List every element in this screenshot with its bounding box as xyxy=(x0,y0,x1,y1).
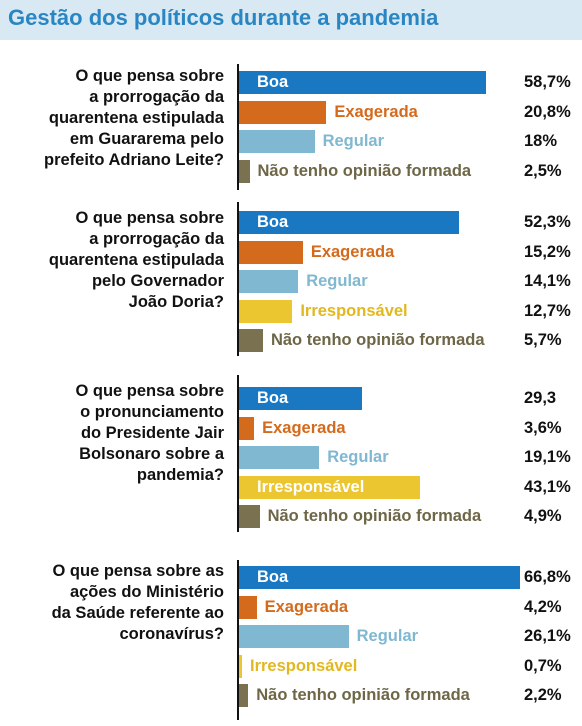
bar-label-nao-tenho-opiniao-formada: Não tenho opinião formada xyxy=(256,686,470,704)
bar-irresponsavel xyxy=(239,654,242,678)
bar-label-boa: Boa xyxy=(257,73,289,91)
bar-label-boa: Boa xyxy=(257,568,289,586)
value-label: 66,8% xyxy=(524,568,571,586)
bar-label-exagerada: Exagerada xyxy=(262,418,346,437)
question-line: pelo Governador xyxy=(91,272,224,290)
bar-exagerada xyxy=(239,595,257,619)
question-line: O que pensa sobre xyxy=(75,382,224,400)
bar-exagerada xyxy=(239,100,327,124)
bar-label-nao-tenho-opiniao-formada: Não tenho opinião formada xyxy=(267,507,482,525)
value-label: 12,7% xyxy=(524,301,571,320)
bar-regular xyxy=(239,446,320,469)
question-line: do Presidente Jair xyxy=(80,424,224,442)
value-label: 3,6% xyxy=(524,418,562,437)
axis-line xyxy=(237,202,239,356)
value-label: 2,2% xyxy=(524,686,562,704)
bar-label-regular: Regular xyxy=(356,627,419,645)
bar-exagerada xyxy=(239,416,255,440)
bar-irresponsavel xyxy=(239,299,293,323)
value-label: 52,3% xyxy=(524,213,571,231)
question-line: Bolsonaro sobre a xyxy=(79,445,224,463)
axis-line xyxy=(237,375,239,532)
question-line: a prorrogação da xyxy=(89,230,224,248)
axis-line xyxy=(237,560,239,720)
question-3: O que pensa sobre o pronunciamento do Pres… xyxy=(0,381,224,486)
bar-label-irresponsavel: Irresponsável xyxy=(300,301,408,320)
bar-label-regular: Regular xyxy=(306,272,368,290)
question-line: O que pensa sobre xyxy=(75,209,224,227)
bar-boa xyxy=(239,387,363,410)
question-line: quarentena estipulada xyxy=(48,109,224,127)
question-4: O que pensa sobre as ações do Ministério d… xyxy=(0,561,224,645)
bar-boa xyxy=(239,566,520,589)
question-line: coronavírus? xyxy=(119,625,224,643)
value-label: 26,1% xyxy=(524,627,571,645)
question-line: pandemia? xyxy=(136,466,224,484)
value-label: 5,7% xyxy=(524,331,562,349)
axis-line xyxy=(237,64,239,190)
bar-nao-tenho-opiniao-formada xyxy=(239,159,250,183)
value-label: 20,8% xyxy=(524,102,571,121)
value-label: 58,7% xyxy=(524,73,571,91)
value-label: 18% xyxy=(524,132,558,150)
bar-label-boa: Boa xyxy=(257,213,289,231)
question-line: da Saúde referente ao xyxy=(51,604,224,622)
question-1: O que pensa sobre a prorrogação da quarent… xyxy=(0,66,224,171)
value-label: 15,2% xyxy=(524,242,571,261)
bar-nao-tenho-opiniao-formada xyxy=(239,329,263,352)
value-label: 14,1% xyxy=(524,272,571,290)
bar-label-nao-tenho-opiniao-formada: Não tenho opinião formada xyxy=(270,331,485,349)
question-line: O que pensa sobre xyxy=(75,67,224,85)
question-line: quarentena estipulada xyxy=(48,251,224,269)
question-line: o pronunciamento xyxy=(80,403,224,421)
value-label: 43,1% xyxy=(524,477,571,496)
bar-label-exagerada: Exagerada xyxy=(264,597,349,616)
value-label: 4,9% xyxy=(524,507,562,525)
bar-regular xyxy=(239,270,299,293)
question-line: em Guararema pelo xyxy=(69,130,224,148)
bar-nao-tenho-opiniao-formada xyxy=(239,684,249,707)
header-banner: Gestão dos políticos durante a pandemia xyxy=(0,0,582,40)
bar-label-regular: Regular xyxy=(327,448,389,466)
bar-boa xyxy=(239,211,459,234)
bar-label-regular: Regular xyxy=(322,132,385,150)
question-line: prefeito Adriano Leite? xyxy=(44,151,224,169)
bar-irresponsavel xyxy=(239,475,421,499)
bar-label-exagerada: Exagerada xyxy=(310,242,395,261)
bar-nao-tenho-opiniao-formada xyxy=(239,505,260,528)
bar-boa xyxy=(239,71,486,94)
bar-regular xyxy=(239,130,315,153)
value-label: 19,1% xyxy=(524,448,571,466)
question-line: a prorrogação da xyxy=(89,88,224,106)
question-line: ações do Ministério xyxy=(69,583,224,601)
value-label: 2,5% xyxy=(524,161,562,180)
value-label: 29,3 xyxy=(524,389,557,407)
bar-regular xyxy=(239,625,349,648)
question-line: O que pensa sobre as xyxy=(52,562,224,580)
bar-label-boa: Boa xyxy=(257,389,289,407)
chart-title: Gestão dos políticos durante a pandemia xyxy=(8,5,439,30)
bar-exagerada xyxy=(239,240,303,264)
bar-label-irresponsavel: Irresponsável xyxy=(250,656,358,675)
value-label: 0,7% xyxy=(524,656,562,675)
question-2: O que pensa sobre a prorrogação da quarent… xyxy=(0,208,224,313)
value-label: 4,2% xyxy=(524,597,562,616)
bar-label-nao-tenho-opiniao-formada: Não tenho opinião formada xyxy=(257,161,472,180)
bar-label-irresponsavel: Irresponsável xyxy=(257,477,365,496)
bar-label-exagerada: Exagerada xyxy=(334,102,418,121)
question-line: João Doria? xyxy=(128,293,224,311)
